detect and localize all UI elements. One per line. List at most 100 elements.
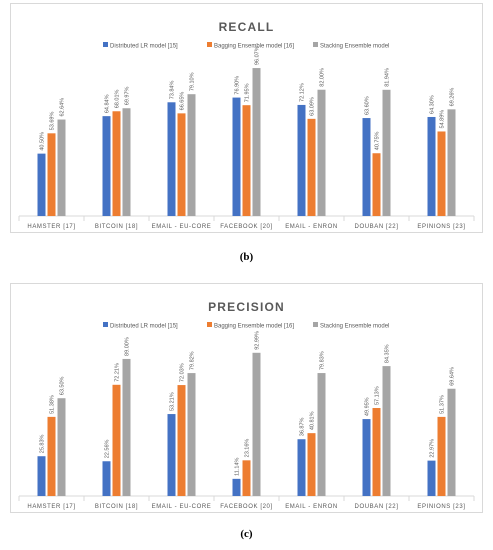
category-label: EMAIL - EU-CORE [152,504,212,510]
bar [122,358,131,496]
data-label: 66.65% [180,92,186,111]
legend-label: Distributed LR model [15] [110,44,178,50]
category-label: DOUBAN [22] [355,224,399,230]
bar [122,108,131,216]
category-label: BITCOIN [18] [95,504,138,510]
bar [232,97,241,216]
data-label: 62.64% [60,98,66,117]
chart-title: RECALL [219,20,275,34]
data-label: 92.99% [255,331,261,350]
data-label: 64.30% [430,95,436,114]
bar [252,68,261,216]
data-label: 76.90% [235,76,241,95]
data-label: 25.83% [40,434,46,453]
legend-label: Stacking Ensemble model [320,44,389,50]
caption-b: (b) [239,251,254,263]
bar [447,388,456,496]
data-label: 84.35% [385,344,391,363]
data-label: 69.26% [450,88,456,107]
category-label: EMAIL - ENRON [285,224,338,230]
legend-swatch [103,42,108,47]
data-label: 81.94% [385,68,391,87]
data-label: 22.97% [430,439,436,458]
bar [382,366,391,496]
bar [242,105,251,216]
bar [187,94,196,216]
data-label: 63.60% [365,96,371,115]
category-label: EMAIL - EU-CORE [152,224,212,230]
bar [167,102,176,216]
data-label: 79.10% [190,72,196,91]
bar [112,111,121,216]
data-label: 40.75% [375,131,381,150]
bar [297,439,306,496]
data-label: 72.21% [115,363,121,382]
bar [102,461,111,496]
bar [167,414,176,496]
data-label: 22.56% [105,439,111,458]
bar [362,419,371,496]
bar [307,433,316,496]
bar [187,373,196,496]
legend-swatch [313,42,318,47]
data-label: 54.89% [440,110,446,129]
bar [437,416,446,496]
precision-chart-panel: PRECISION Distributed LR model [15] Baggin… [10,283,483,513]
bar [57,398,66,496]
data-label: 63.09% [310,97,316,116]
legend-swatch [103,322,108,327]
data-label: 49.95% [365,397,371,416]
category-label: EPINIONS [23] [417,224,465,230]
data-label: 68.01% [115,90,121,109]
bar [372,153,381,216]
bar [317,89,326,216]
bar [382,89,391,216]
data-label: 89.00% [125,337,131,356]
data-label: 82.00% [320,68,326,87]
bar [297,104,306,216]
bar [437,131,446,216]
bar [447,109,456,216]
category-label: HAMSTER [17] [27,504,75,510]
caption-c: (c) [240,528,253,540]
bar [232,478,241,496]
category-label: HAMSTER [17] [27,224,75,230]
bar [252,352,261,496]
bar [362,118,371,216]
bar [242,460,251,496]
data-label: 23.16% [245,439,251,458]
data-label: 57.13% [375,386,381,405]
bar [47,416,56,496]
legend-label: Bagging Ensemble model [16] [214,44,294,50]
legend-label: Distributed LR model [15] [110,324,178,330]
data-label: 96.07% [255,46,261,65]
data-label: 69.64% [450,367,456,386]
legend-label: Bagging Ensemble model [16] [214,324,294,330]
bar [57,119,66,216]
data-label: 40.81% [310,411,316,430]
category-label: DOUBAN [22] [355,504,399,510]
data-label: 51.38% [50,395,56,414]
chart-title: PRECISION [208,300,285,314]
precision-chart: PRECISION Distributed LR model [15] Baggin… [18,300,475,510]
bar [112,384,121,496]
data-label: 79.83% [320,351,326,370]
bar [427,116,436,216]
legend-label: Stacking Ensemble model [320,324,389,330]
data-label: 64.84% [105,94,111,113]
legend-swatch [313,322,318,327]
data-label: 72.03% [180,363,186,382]
data-label: 51.37% [440,395,446,414]
data-label: 53.69% [50,112,56,131]
bar [177,113,186,216]
bar [47,133,56,216]
legend-swatch [207,42,212,47]
bar [307,118,316,216]
bar [372,408,381,496]
category-label: EPINIONS [23] [417,504,465,510]
category-label: EMAIL - ENRON [285,504,338,510]
data-label: 79.82% [190,351,196,370]
legend-swatch [207,322,212,327]
data-label: 63.50% [60,376,66,395]
bar [37,153,46,216]
